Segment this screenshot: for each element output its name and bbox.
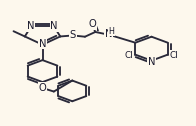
Text: O: O — [39, 83, 46, 93]
Text: N: N — [104, 29, 112, 39]
Text: O: O — [88, 19, 96, 29]
Text: H: H — [109, 27, 114, 36]
Text: S: S — [70, 30, 76, 40]
Text: N: N — [148, 57, 155, 67]
Text: N: N — [50, 21, 58, 31]
Text: Cl: Cl — [125, 51, 133, 60]
Text: Cl: Cl — [170, 51, 178, 60]
Text: N: N — [39, 39, 46, 49]
Text: N: N — [27, 21, 35, 31]
